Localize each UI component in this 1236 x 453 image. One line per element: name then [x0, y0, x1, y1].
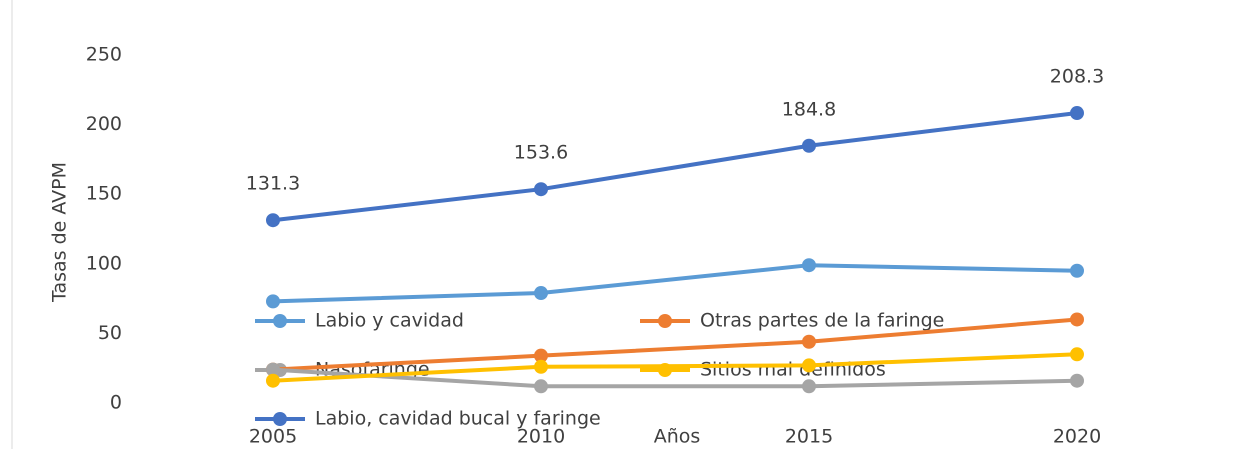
- x-tick-label: 2010: [517, 426, 565, 448]
- x-axis-title: Años: [654, 426, 701, 448]
- legend-marker: [658, 314, 672, 328]
- y-tick-label: 250: [86, 44, 122, 66]
- data-label: 208.3: [1050, 66, 1104, 88]
- data-point: [1070, 373, 1084, 388]
- y-tick-label: 100: [86, 252, 122, 274]
- data-point: [266, 213, 280, 228]
- series-line: [272, 263, 1078, 304]
- data-point: [802, 138, 816, 153]
- y-axis-title: Tasas de AVPM: [49, 162, 71, 303]
- legend-marker: [273, 412, 287, 426]
- data-point: [1070, 312, 1084, 327]
- data-point: [1070, 263, 1084, 278]
- legend-label: Otras partes de la faringe: [700, 310, 944, 332]
- series-line: [272, 367, 1078, 389]
- y-tick-label: 0: [110, 392, 122, 414]
- data-point: [1070, 347, 1084, 362]
- series-line: [272, 111, 1078, 223]
- data-point: [534, 359, 548, 374]
- y-tick-label: 50: [98, 322, 122, 344]
- data-point: [802, 379, 816, 394]
- data-point: [534, 286, 548, 301]
- data-label: 153.6: [514, 142, 568, 164]
- y-tick-label: 150: [86, 183, 122, 205]
- data-label: 184.8: [782, 98, 836, 120]
- y-tick-label: 200: [86, 113, 122, 135]
- data-point: [802, 334, 816, 349]
- data-point: [534, 182, 548, 197]
- x-tick-label: 2005: [249, 426, 297, 448]
- data-point: [266, 362, 280, 377]
- data-point: [266, 294, 280, 309]
- series-line: [272, 352, 1078, 383]
- legend-label: Labio, cavidad bucal y faringe: [315, 408, 601, 430]
- x-tick-label: 2020: [1053, 426, 1101, 448]
- legend-label: Labio y cavidad: [315, 310, 464, 332]
- data-point: [266, 373, 280, 388]
- x-tick-label: 2015: [785, 426, 833, 448]
- data-point: [534, 379, 548, 394]
- data-label: 131.3: [246, 173, 300, 195]
- series-line: [272, 317, 1078, 372]
- legend-marker: [273, 314, 287, 328]
- data-point: [1070, 106, 1084, 121]
- data-point: [802, 358, 816, 373]
- data-point: [802, 258, 816, 273]
- data-point: [534, 348, 548, 363]
